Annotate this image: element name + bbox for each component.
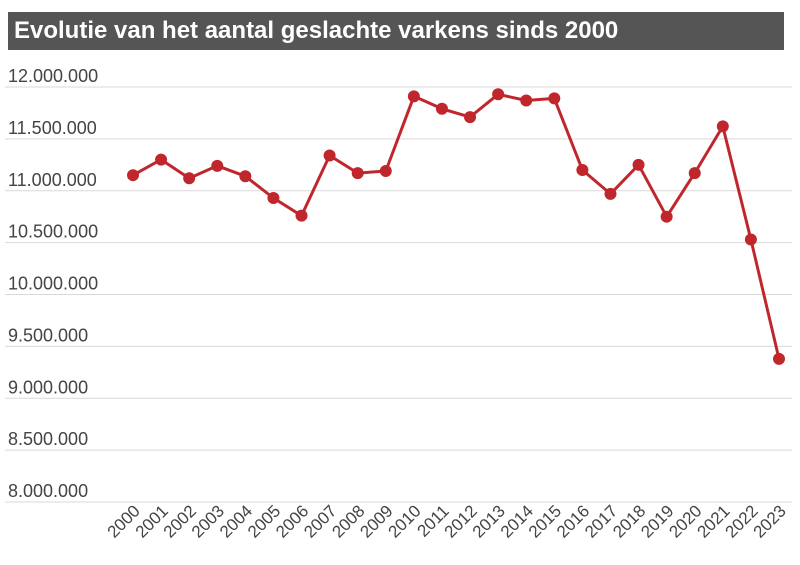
data-point [492, 88, 505, 101]
y-tick-label: 12.000.000 [8, 66, 98, 86]
x-tick-label: 2023 [750, 501, 790, 541]
data-point [773, 352, 785, 365]
y-tick-label: 10.000.000 [8, 274, 98, 294]
data-point [155, 153, 168, 166]
data-point [435, 102, 448, 115]
y-tick-label: 10.500.000 [8, 222, 98, 242]
y-tick-label: 11.500.000 [8, 118, 97, 138]
y-tick-label: 11.000.000 [8, 170, 97, 190]
data-point [239, 170, 252, 183]
data-point [716, 120, 729, 133]
series-line [132, 92, 781, 360]
data-point [660, 210, 673, 223]
data-point [688, 167, 701, 180]
data-point [267, 192, 280, 205]
y-axis-tick-labels: 8.000.000 8.500.000 9.000.000 9.500.000 10.0… [8, 66, 98, 501]
data-point [604, 187, 617, 200]
data-point [183, 172, 196, 185]
data-point [744, 233, 757, 246]
data-point [351, 167, 364, 180]
data-point [576, 164, 589, 176]
data-point [464, 111, 477, 124]
gridlines [5, 86, 792, 503]
y-tick-label: 9.000.000 [8, 377, 88, 397]
data-point [127, 169, 139, 182]
data-point [295, 209, 308, 222]
data-point [407, 90, 420, 103]
y-tick-label: 8.000.000 [8, 481, 88, 501]
series-group [127, 88, 785, 365]
chart-title: Evolutie van het aantal geslachte varken… [8, 12, 784, 50]
data-point [379, 165, 392, 178]
data-point [548, 92, 561, 105]
data-point [323, 149, 336, 162]
y-tick-label: 8.500.000 [8, 429, 88, 449]
y-tick-label: 9.500.000 [8, 325, 88, 345]
data-point [520, 94, 533, 107]
data-point [632, 158, 645, 171]
data-point [211, 159, 224, 172]
x-axis-tick-labels: 2000200120022003200420052006200720082009… [104, 501, 790, 541]
